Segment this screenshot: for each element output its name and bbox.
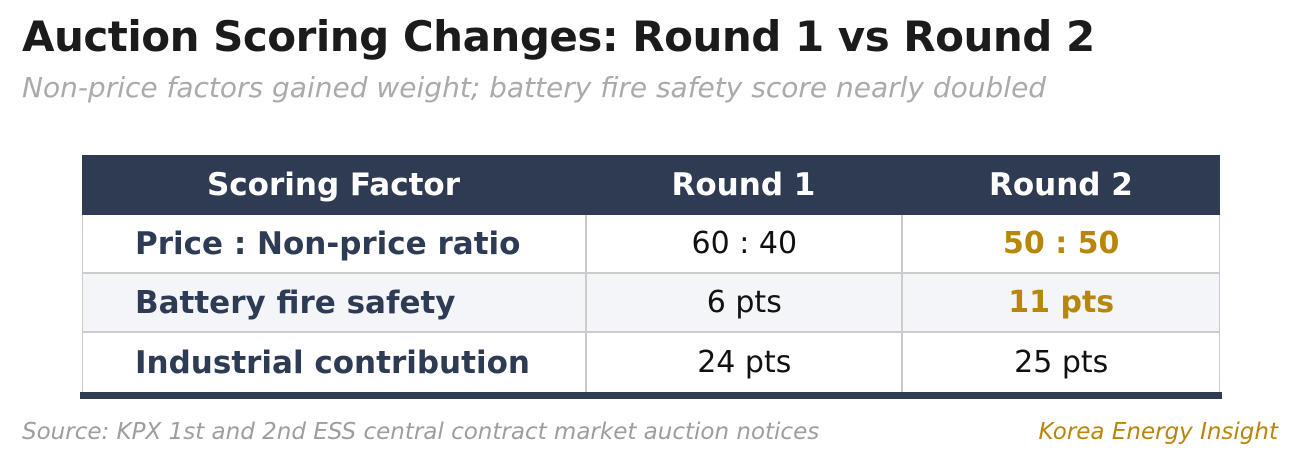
chart-title: Auction Scoring Changes: Round 1 vs Roun… [22,12,1095,61]
chart-subtitle: Non-price factors gained weight; battery… [22,71,1047,104]
column-header-round-2: Round 2 [989,167,1133,203]
table-row-price-ratio: Price : Non-price ratio 60 : 40 50 : 50 [83,215,1219,274]
table-body: Price : Non-price ratio 60 : 40 50 : 50 … [82,215,1220,392]
scoring-table: Scoring Factor Round 1 Round 2 Price : N… [82,155,1220,392]
brand-credit: Korea Energy Insight [1038,419,1278,445]
round2-cell-highlighted: 11 pts [901,274,1219,331]
factor-cell: Price : Non-price ratio [135,225,521,262]
table-underline [80,392,1222,399]
source-note: Source: KPX 1st and 2nd ESS central cont… [22,419,820,445]
round1-cell: 60 : 40 [585,215,901,272]
table-row-battery-fire-safety: Battery fire safety 6 pts 11 pts [83,274,1219,333]
round1-cell: 24 pts [585,333,901,392]
round2-cell-highlighted: 50 : 50 [901,215,1219,272]
round2-cell: 25 pts [901,333,1219,392]
factor-cell: Battery fire safety [135,284,456,321]
column-header-scoring-factor: Scoring Factor [206,167,460,203]
column-header-round-1: Round 1 [671,167,816,203]
table-header-row: Scoring Factor Round 1 Round 2 [82,155,1220,215]
round1-cell: 6 pts [585,274,901,331]
table-row-industrial-contribution: Industrial contribution 24 pts 25 pts [83,333,1219,392]
factor-cell: Industrial contribution [135,344,530,381]
